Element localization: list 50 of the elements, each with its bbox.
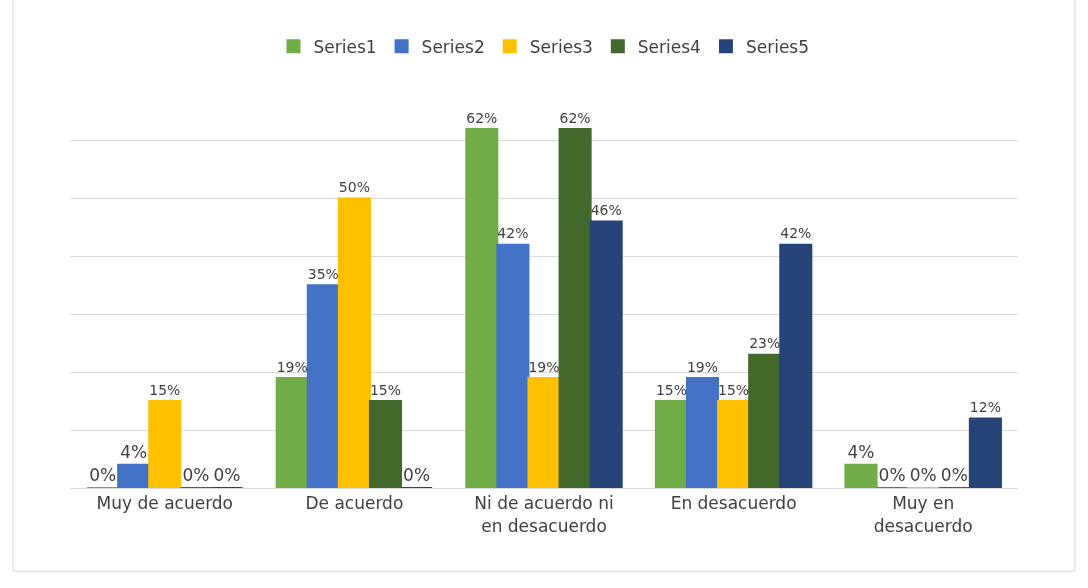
bar bbox=[558, 127, 592, 488]
data-label: 35% bbox=[307, 265, 339, 282]
data-label: 42% bbox=[780, 225, 812, 242]
data-label: 4% bbox=[847, 441, 875, 462]
legend-label: Series1 bbox=[313, 36, 377, 57]
bar bbox=[748, 353, 782, 488]
bar bbox=[589, 220, 623, 488]
data-label: 0% bbox=[403, 465, 431, 485]
x-tick-label: Ni de acuerdo ni en desacuerdo bbox=[474, 493, 614, 536]
bar bbox=[685, 376, 720, 488]
legend-label: Series4 bbox=[637, 36, 701, 57]
data-label: 50% bbox=[338, 179, 370, 196]
bar bbox=[968, 417, 1002, 488]
data-label: 0% bbox=[182, 465, 210, 485]
data-label: 15% bbox=[369, 381, 402, 398]
data-label: 12% bbox=[969, 399, 1001, 416]
data-label: 0% bbox=[940, 465, 968, 485]
bar bbox=[117, 463, 151, 488]
bar bbox=[337, 197, 371, 488]
data-label: 0% bbox=[909, 465, 937, 485]
data-label: 4% bbox=[120, 441, 148, 462]
data-label: 15% bbox=[149, 381, 181, 398]
x-tick-label: Muy de acuerdo bbox=[96, 493, 234, 514]
bar bbox=[306, 284, 340, 488]
legend-label: Series5 bbox=[745, 36, 810, 57]
bar bbox=[368, 400, 403, 488]
data-label: 0% bbox=[89, 465, 117, 485]
bar bbox=[148, 400, 182, 488]
data-label: 62% bbox=[559, 109, 591, 126]
x-tick-label: De acuerdo bbox=[305, 493, 404, 514]
bar bbox=[465, 127, 499, 488]
data-label: 62% bbox=[466, 109, 498, 126]
x-tick-label: En desacuerdo bbox=[670, 493, 797, 514]
legend-label: Series3 bbox=[529, 36, 593, 57]
x-tick-label: Muy en desacuerdo bbox=[873, 493, 973, 536]
bar bbox=[654, 400, 688, 488]
bar bbox=[844, 463, 878, 488]
legend-label: Series2 bbox=[421, 36, 485, 57]
data-label: 15% bbox=[655, 381, 687, 398]
data-label: 42% bbox=[497, 225, 529, 242]
bar bbox=[275, 376, 309, 488]
data-label: 19% bbox=[686, 358, 719, 375]
data-label: 19% bbox=[528, 358, 560, 375]
bar bbox=[779, 243, 813, 488]
bar bbox=[717, 400, 751, 488]
data-label: 0% bbox=[878, 465, 906, 485]
bar bbox=[527, 376, 561, 488]
data-label: 19% bbox=[276, 358, 308, 375]
bar bbox=[496, 243, 530, 488]
data-label: 0% bbox=[213, 465, 241, 485]
